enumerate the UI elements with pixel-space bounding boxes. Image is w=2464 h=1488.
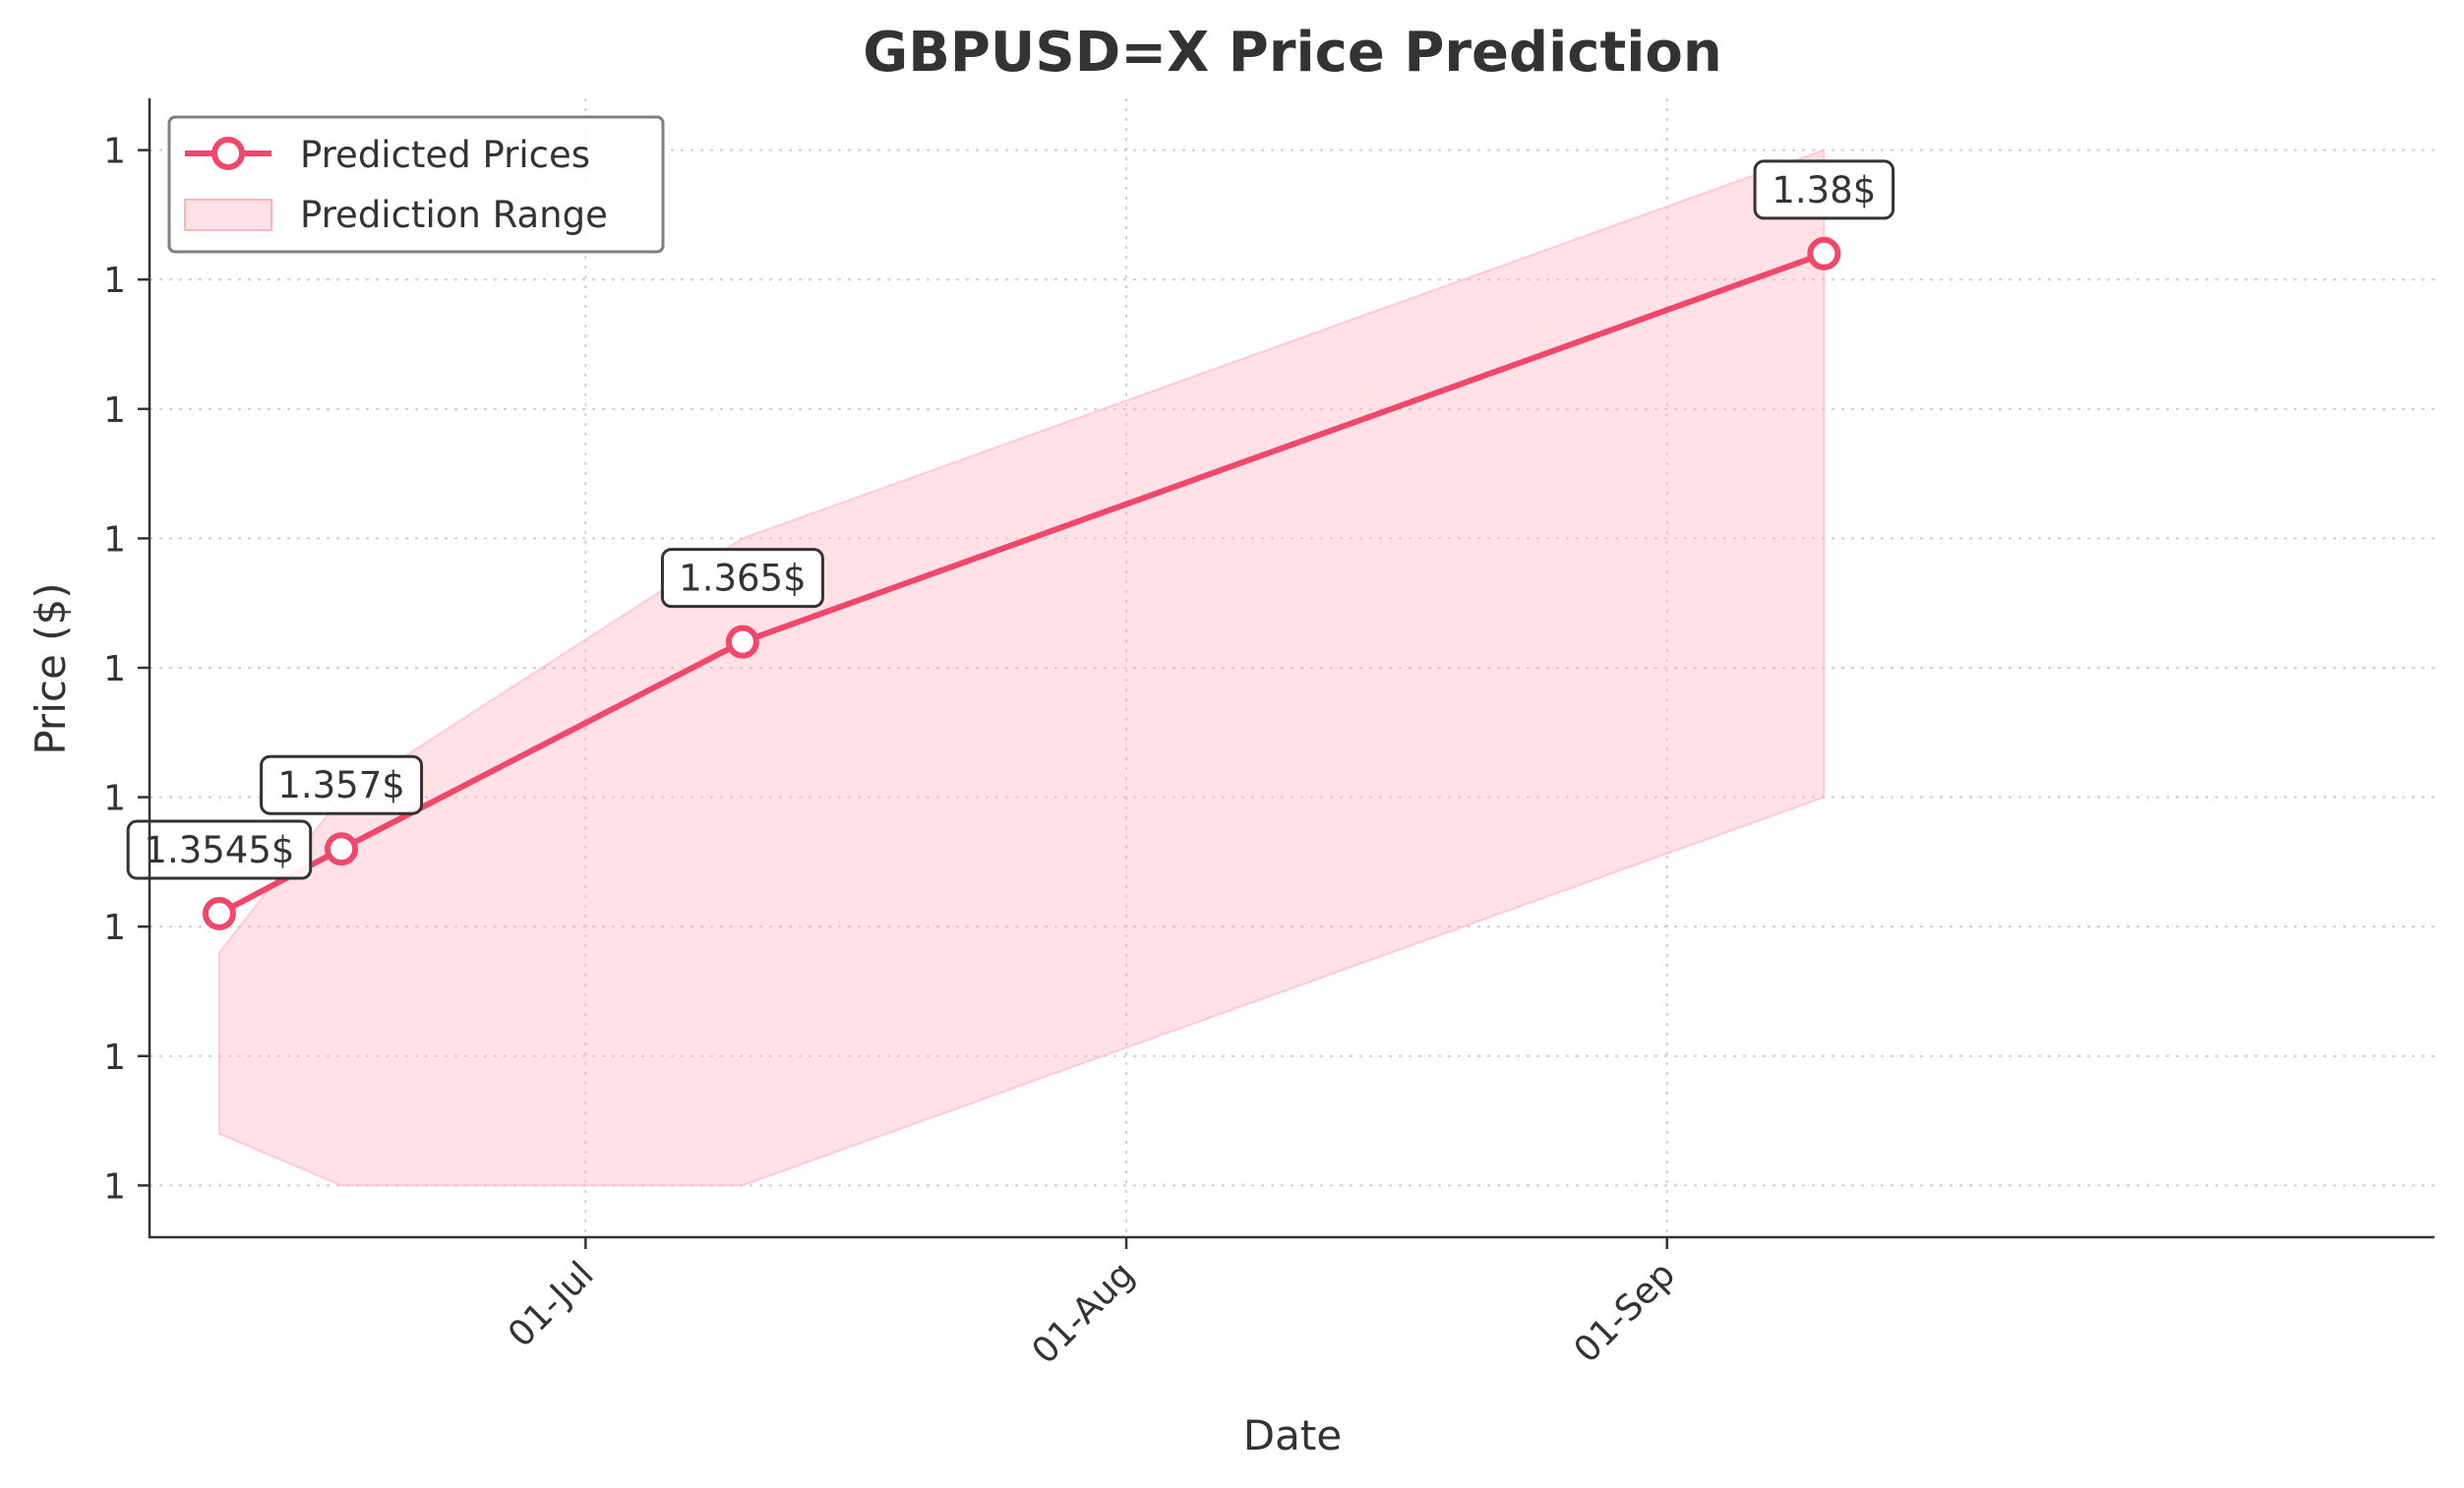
- legend-box: [167, 115, 665, 254]
- y-tick-label: 1: [103, 132, 126, 172]
- band-layer: [217, 149, 1826, 1187]
- y-tick-label: 1: [103, 1166, 126, 1207]
- data-label: 1.38$: [1772, 169, 1876, 211]
- legend-label-predicted: Predicted Prices: [300, 134, 590, 176]
- y-tick-label: 1: [103, 779, 126, 819]
- data-label: 1.3545$: [144, 829, 294, 871]
- y-axis-label: Price ($): [27, 582, 75, 754]
- predicted-price-point: [325, 832, 359, 866]
- y-tick-label: 1: [103, 390, 126, 431]
- legend-label-range: Prediction Range: [300, 194, 608, 236]
- legend: Predicted Prices Prediction Range: [167, 115, 665, 254]
- data-label: 1.357$: [277, 764, 404, 806]
- y-tick-label: 1: [103, 649, 126, 689]
- legend-range-swatch: [184, 199, 272, 231]
- chart-title: GBPUSD=X Price Prediction: [863, 21, 1722, 85]
- data-label-box: [260, 754, 424, 815]
- data-label: 1.365$: [679, 558, 806, 600]
- y-tick-label: 1: [103, 1038, 126, 1078]
- data-label-box: [126, 819, 313, 880]
- predicted-price-point: [202, 897, 236, 931]
- x-tick-label: 01-Sep: [1567, 1254, 1684, 1371]
- predicted-price-point: [725, 625, 759, 659]
- y-tick-label: 1: [103, 261, 126, 301]
- x-tick-label: 01-Aug: [1025, 1254, 1143, 1372]
- predicted-price-point: [1807, 236, 1841, 270]
- predicted-price-line: [217, 251, 1826, 917]
- prediction-range-band: [217, 149, 1826, 1187]
- data-label-box: [1753, 159, 1895, 220]
- data-label-box: [660, 548, 824, 609]
- x-tick-label: 01-Jul: [501, 1254, 602, 1355]
- y-tick-label: 1: [103, 519, 126, 560]
- y-tick-label: 1: [103, 908, 126, 948]
- annotation-layer: 1.3545$ 1.357$ 1.365$ 1.38$: [126, 159, 1895, 880]
- x-axis-label: Date: [1243, 1411, 1342, 1459]
- legend-marker-swatch: [211, 137, 245, 170]
- line-layer: [202, 236, 1841, 931]
- axis-spines: [148, 98, 2434, 1239]
- grid-layer: [150, 98, 2434, 1237]
